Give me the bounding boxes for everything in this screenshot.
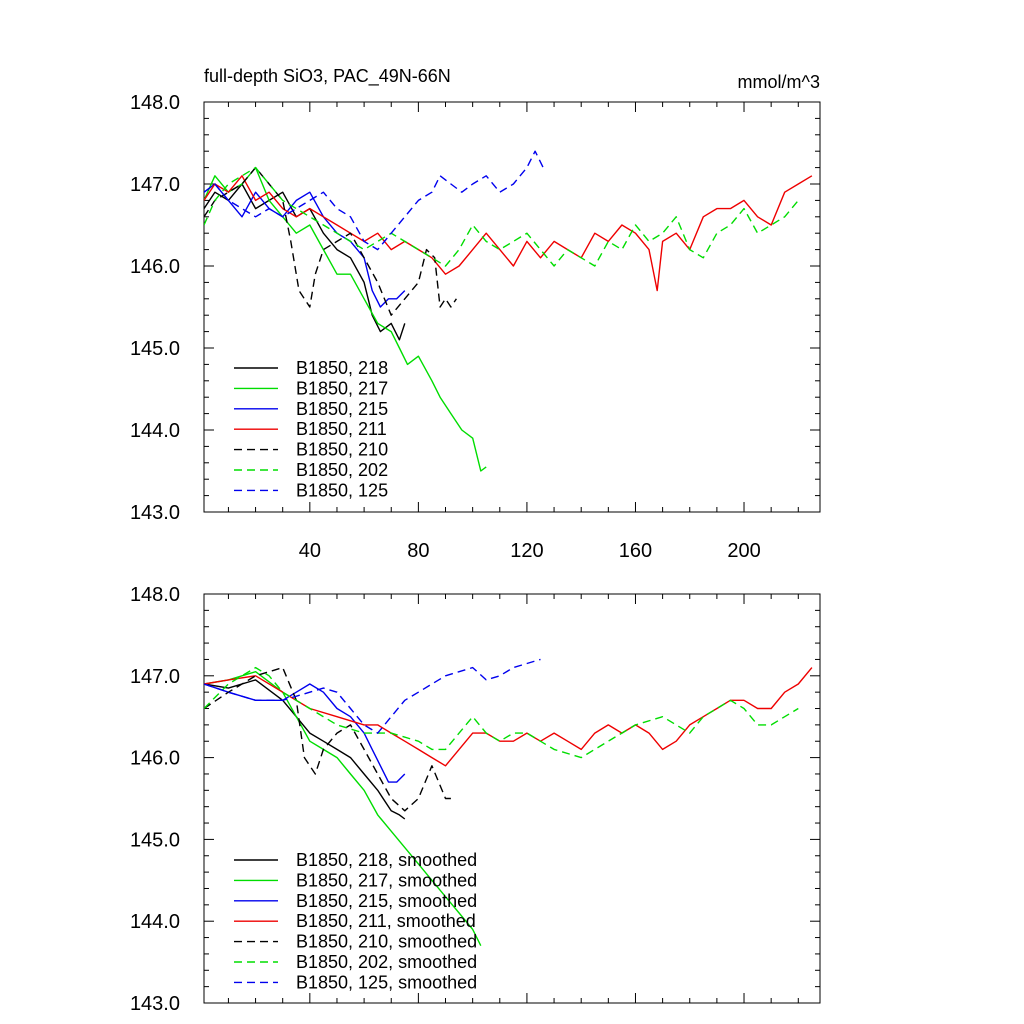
series-line-6 (204, 658, 541, 734)
legend-label: B1850, 210, smoothed (296, 932, 477, 952)
chart-title: full-depth SiO3, PAC_49N-66N (204, 66, 451, 87)
legend-label: B1850, 202 (296, 460, 388, 480)
y-tick-label: 145.0 (130, 829, 180, 851)
y-tick-label: 148.0 (130, 92, 180, 114)
x-tick-label: 160 (619, 540, 652, 562)
y-tick-label: 143.0 (130, 993, 180, 1015)
y-tick-label: 147.0 (130, 666, 180, 688)
series-line-5 (204, 166, 799, 267)
legend-label: B1850, 125, smoothed (296, 972, 477, 992)
x-tick-label: 40 (299, 540, 321, 562)
x-tick-label: 200 (727, 540, 760, 562)
series-line-0 (204, 679, 406, 820)
series-line-5 (204, 666, 799, 759)
units-label: mmol/m^3 (738, 72, 820, 92)
plot-frame (203, 593, 821, 1004)
legend-label: B1850, 215, smoothed (296, 891, 477, 911)
series-line-2 (204, 183, 406, 308)
y-tick-label: 144.0 (130, 911, 180, 933)
top-chart-panel: full-depth SiO3, PAC_49N-66N mmol/m^3 14… (130, 66, 821, 562)
x-tick-label: 80 (407, 540, 429, 562)
series-line-3 (204, 667, 813, 767)
legend-label: B1850, 218 (296, 358, 388, 378)
legend-label: B1850, 217, smoothed (296, 870, 477, 890)
y-tick-label: 147.0 (130, 174, 180, 196)
plot-frame (203, 101, 821, 513)
legend-label: B1850, 217 (296, 378, 388, 398)
series-line-2 (204, 683, 406, 783)
series-line-3 (204, 175, 813, 292)
legend-label: B1850, 218, smoothed (296, 850, 477, 870)
legend-label: B1850, 125 (296, 480, 388, 500)
x-tick-label: 120 (510, 540, 543, 562)
series-line-6 (204, 150, 544, 251)
series-line-4 (204, 666, 451, 812)
legend-label: B1850, 210 (296, 440, 388, 460)
legend-label: B1850, 211 (296, 419, 387, 439)
legend-label: B1850, 211, smoothed (296, 911, 476, 931)
bottom-chart-panel: 143.0 144.0 145.0 146.0 147.0 148.0 B1850, 218… (130, 584, 821, 1015)
y-tick-label: 146.0 (130, 748, 180, 770)
legend-label: B1850, 215 (296, 399, 388, 419)
y-tick-label: 146.0 (130, 256, 180, 278)
y-tick-label: 144.0 (130, 420, 180, 442)
y-tick-label: 145.0 (130, 338, 180, 360)
y-tick-label: 143.0 (130, 502, 180, 524)
y-tick-label: 148.0 (130, 584, 180, 606)
legend-label: B1850, 202, smoothed (296, 952, 477, 972)
